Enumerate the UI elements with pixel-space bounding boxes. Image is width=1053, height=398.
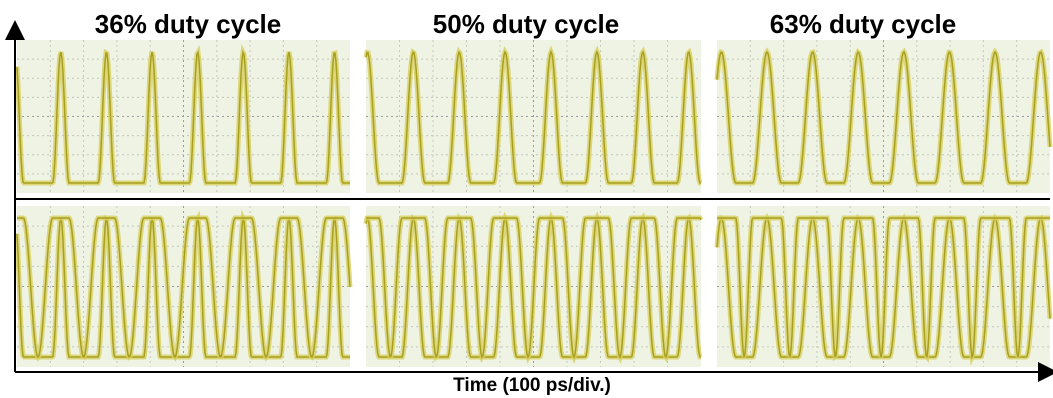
panel-title: 50% duty cycle <box>433 9 619 39</box>
scope-panel <box>717 40 1050 193</box>
scope-panel <box>17 40 350 193</box>
figure: 36% duty cycle 50% duty cycle 63% duty c… <box>0 0 1053 398</box>
scope-panel <box>17 206 350 367</box>
scope-panel <box>366 40 701 193</box>
panel-title: 36% duty cycle <box>95 9 281 39</box>
scope-panel <box>366 206 701 367</box>
panel-title: 63% duty cycle <box>770 9 956 39</box>
scope-panel <box>717 206 1050 367</box>
panels <box>17 40 1050 367</box>
x-axis-label: Time (100 ps/div.) <box>453 375 611 396</box>
